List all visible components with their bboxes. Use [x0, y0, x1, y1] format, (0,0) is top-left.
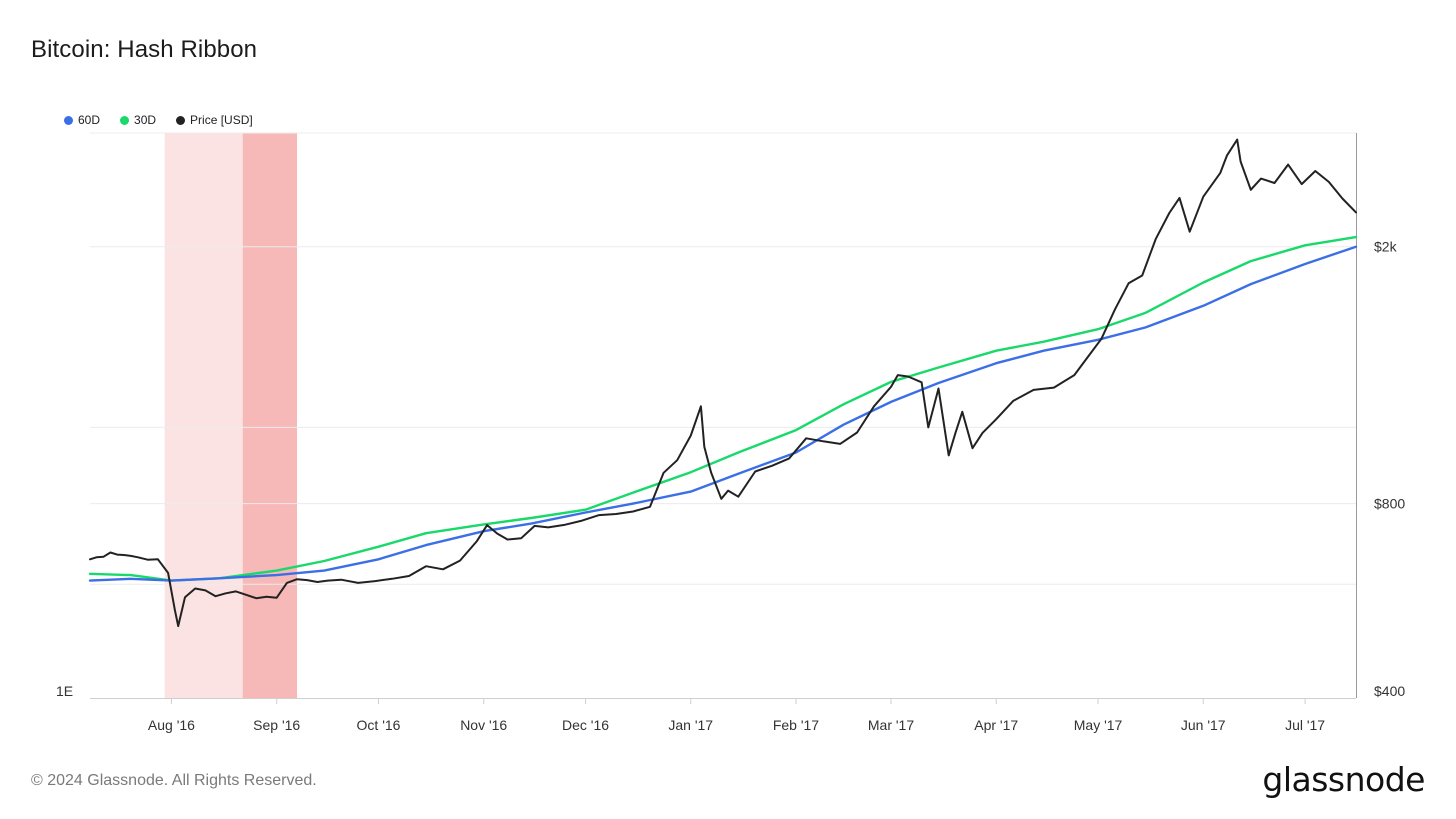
copyright-footer: © 2024 Glassnode. All Rights Reserved.	[31, 772, 317, 789]
x-tick-label: May '17	[1074, 717, 1123, 733]
x-tick-label: Mar '17	[868, 717, 914, 733]
x-tick-label: Jul '17	[1285, 717, 1325, 733]
x-tick-label: Jun '17	[1181, 717, 1226, 733]
legend-item-price[interactable]: Price [USD]	[176, 113, 253, 127]
legend-label-price: Price [USD]	[190, 113, 253, 127]
x-tick-label: Feb '17	[773, 717, 819, 733]
x-tick-label: Sep '16	[253, 717, 300, 733]
y-tick-label: $2k	[1374, 239, 1398, 255]
legend-swatch-60d	[64, 115, 73, 125]
legend-swatch-30d	[120, 115, 130, 125]
x-tick-label: Jan '17	[668, 717, 713, 733]
shaded-region-0	[164, 133, 243, 698]
legend-item-30d[interactable]: 30D	[120, 113, 156, 127]
glassnode-logo: glassnode	[1262, 760, 1425, 799]
chart-title: Bitcoin: Hash Ribbon	[31, 36, 258, 63]
y-left-tick-label: 1E	[56, 683, 73, 699]
legend: 60D 30D Price [USD]	[64, 113, 273, 127]
y-tick-label: $400	[1374, 683, 1405, 699]
shaded-region-1	[242, 133, 298, 698]
x-tick-label: Oct '16	[357, 717, 401, 733]
x-tick-label: Nov '16	[460, 717, 507, 733]
x-tick-label: Apr '17	[974, 717, 1018, 733]
series-line-price-usd	[89, 138, 1357, 628]
legend-label-60d: 60D	[78, 113, 101, 127]
y-tick-label: $800	[1374, 496, 1405, 512]
x-tick-label: Aug '16	[148, 717, 195, 733]
x-tick-label: Dec '16	[562, 717, 609, 733]
legend-label-30d: 30D	[134, 113, 157, 127]
legend-item-60d[interactable]: 60D	[64, 113, 100, 127]
series-line-30d	[88, 235, 1358, 582]
legend-swatch-price	[176, 115, 186, 125]
